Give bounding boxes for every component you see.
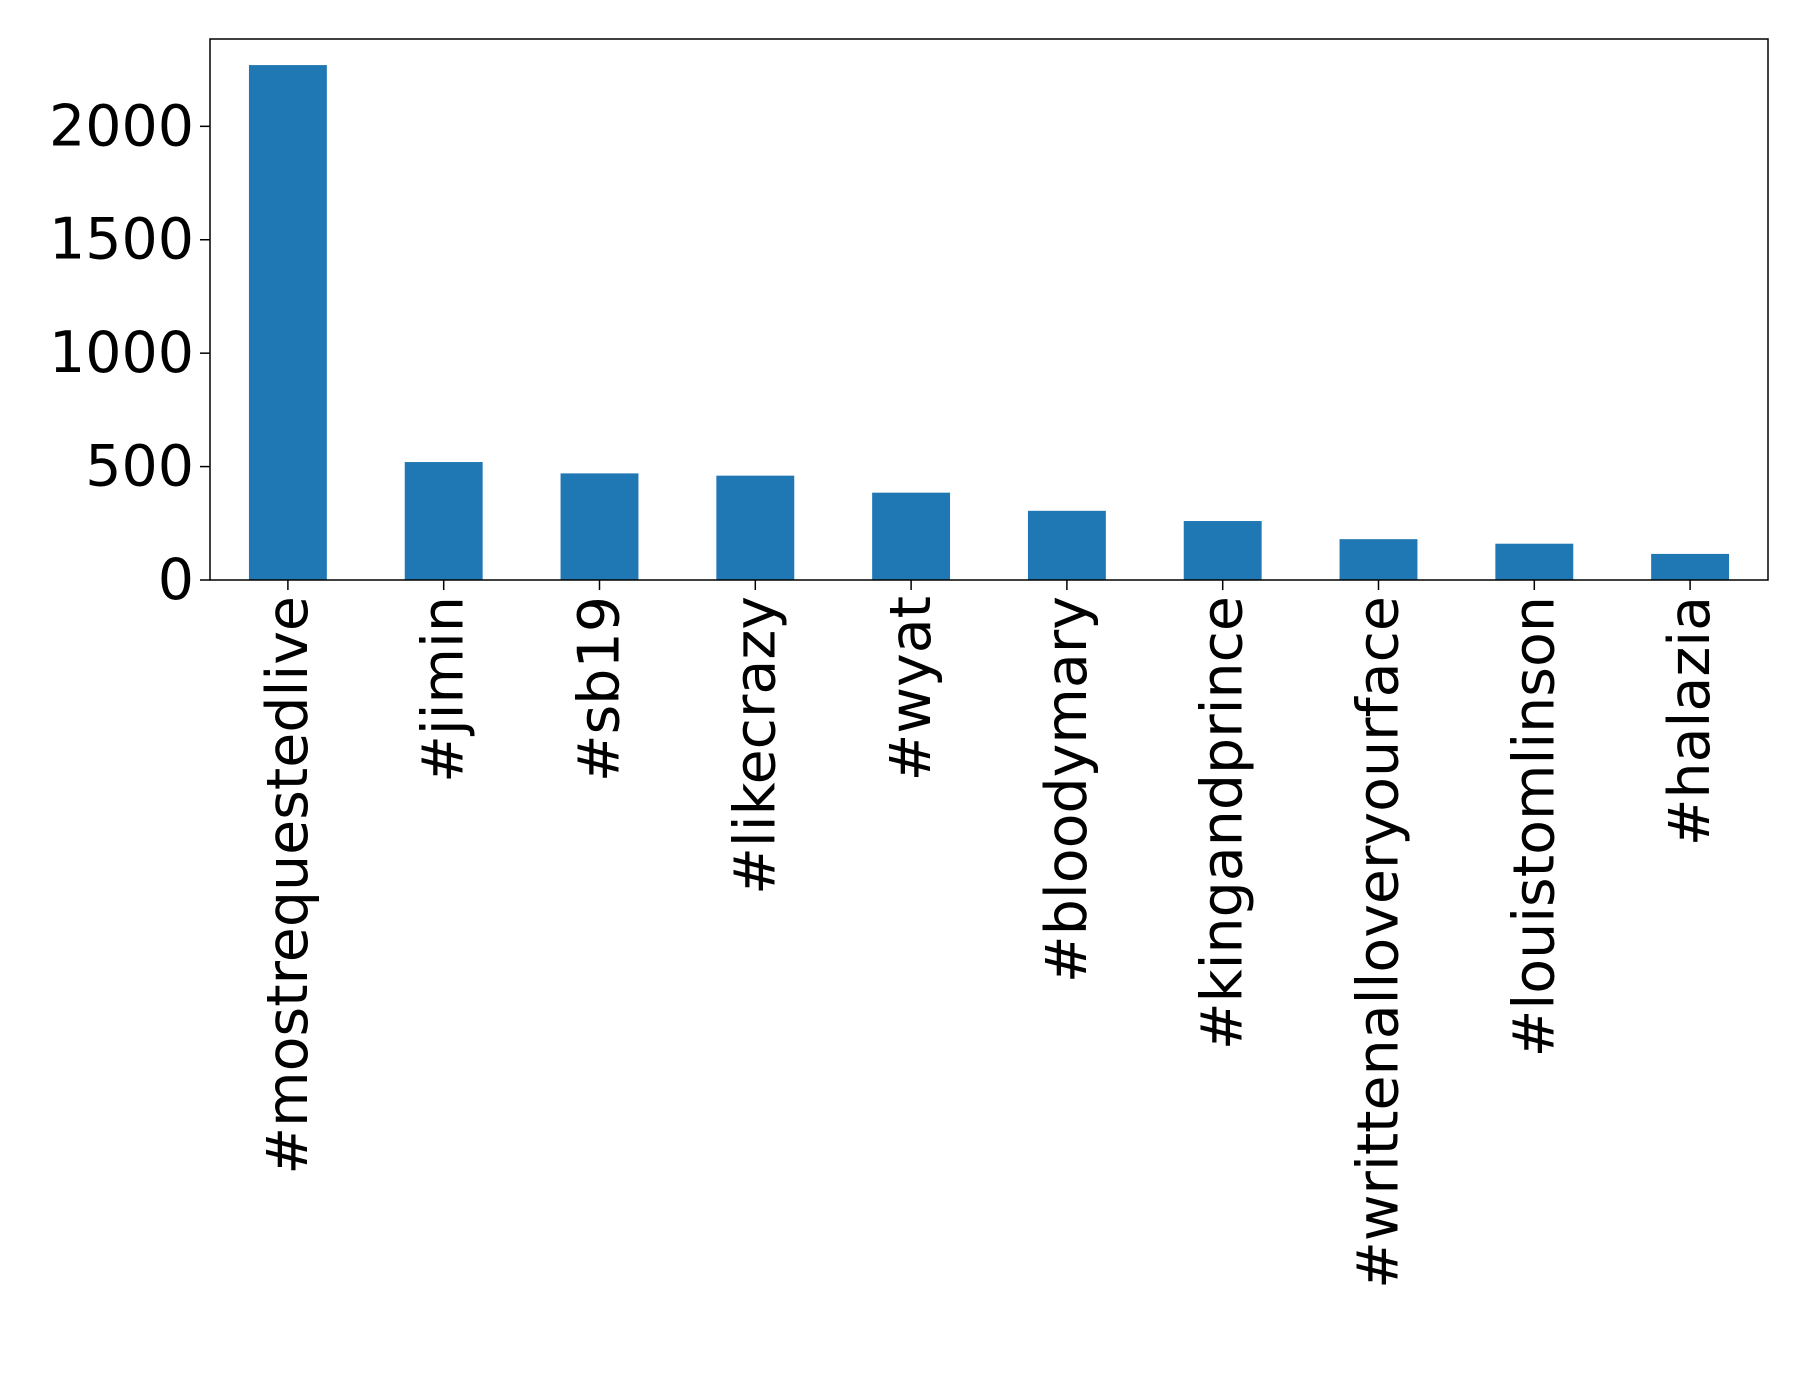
bar [404,462,483,580]
bar [1183,521,1262,580]
y-tick-label: 500 [85,434,194,500]
x-tick-label: #likecrazy [722,596,788,895]
x-tick-label: #louistomlinson [1501,596,1567,1057]
bar [1027,510,1106,580]
x-tick-label: #bloodymary [1034,596,1100,983]
bar [716,475,795,580]
x-tick-label: #halazia [1657,596,1723,846]
bar [248,65,327,581]
y-tick-label: 1500 [49,207,194,273]
bar [1495,543,1574,580]
x-tick-label: #sb19 [567,596,633,782]
x-tick-label: #kingandprince [1190,596,1256,1050]
bar [1651,553,1730,580]
bar [872,492,951,580]
y-tick-label: 2000 [49,93,194,159]
x-tick-label: #wyat [878,596,944,781]
bar [560,473,639,580]
plot-frame [209,38,1769,581]
y-tick-label: 1000 [49,320,194,386]
x-tick-label: #jimin [411,596,477,783]
y-tick-label: 0 [158,547,194,613]
x-tick-label: #writtenalloveryourface [1346,596,1412,1289]
bar [1339,539,1418,580]
x-tick-label: #mostrequestedlive [255,596,321,1175]
